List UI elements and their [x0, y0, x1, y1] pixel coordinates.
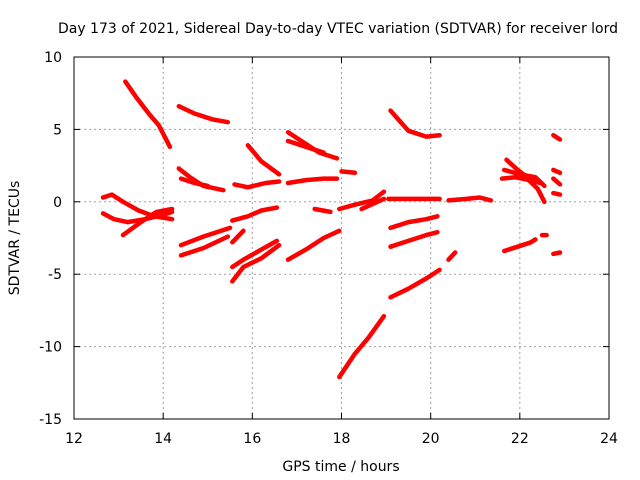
x-tick-label: 12 — [65, 431, 83, 447]
data-trace-s33 — [499, 174, 547, 205]
data-trace-s9 — [178, 225, 233, 248]
y-tick-label: -10 — [39, 340, 62, 356]
data-trace-s20 — [285, 228, 342, 262]
data-trace-s38 — [551, 167, 563, 176]
data-trace-s19 — [230, 242, 282, 284]
y-tick-label: 10 — [44, 50, 62, 66]
y-tick-label: 0 — [53, 195, 62, 211]
y-tick-label: -5 — [48, 267, 62, 283]
data-trace-s16 — [339, 169, 358, 176]
data-trace-s40 — [551, 190, 563, 197]
data-trace-s7 — [120, 206, 175, 238]
data-trace-s2 — [176, 103, 231, 125]
data-trace-s14 — [285, 138, 326, 155]
data-trace-s10 — [230, 228, 246, 245]
chart-title: Day 173 of 2021, Sidereal Day-to-day VTE… — [58, 21, 618, 37]
data-trace-s21 — [312, 206, 333, 215]
y-tick-label: -15 — [39, 412, 62, 428]
y-tick-label: 5 — [53, 122, 62, 138]
data-trace-s4 — [178, 176, 211, 189]
x-tick-label: 20 — [422, 431, 440, 447]
plot-area — [100, 79, 563, 380]
axis-ticks: 12 14 16 18 20 22 24 10 5 0 -5 -10 -15 — [39, 50, 618, 447]
data-trace-s29 — [337, 313, 387, 380]
data-trace-s12 — [245, 143, 282, 177]
x-tick-label: 24 — [600, 431, 618, 447]
data-trace-s23 — [359, 196, 387, 212]
y-axis-label: SDTVAR / TECUs — [7, 181, 23, 296]
data-trace-s22 — [337, 189, 387, 212]
data-trace-s41 — [551, 250, 563, 257]
data-trace-s15 — [285, 176, 340, 186]
x-tick-label: 18 — [333, 431, 351, 447]
x-axis-label: GPS time / hours — [282, 459, 399, 475]
x-tick-label: 22 — [511, 431, 529, 447]
data-trace-s37 — [551, 132, 563, 142]
data-trace-s30 — [388, 267, 442, 300]
x-tick-label: 14 — [154, 431, 172, 447]
x-tick-label: 16 — [243, 431, 261, 447]
data-trace-s25 — [446, 195, 494, 203]
data-trace-s39 — [551, 176, 563, 187]
data-trace-s35 — [501, 237, 538, 254]
data-trace-s28 — [388, 229, 440, 249]
data-trace-s26 — [388, 108, 442, 139]
data-trace-s11 — [232, 179, 282, 190]
data-trace-s34 — [501, 167, 547, 189]
data-trace-s31 — [446, 250, 458, 262]
data-trace-s17 — [230, 205, 280, 223]
data-trace-s27 — [388, 214, 440, 231]
grid — [74, 57, 609, 419]
data-trace-s6 — [100, 209, 175, 225]
data-trace-s18 — [230, 238, 280, 270]
data-trace-s8 — [178, 234, 231, 258]
data-trace-s1 — [123, 79, 173, 150]
